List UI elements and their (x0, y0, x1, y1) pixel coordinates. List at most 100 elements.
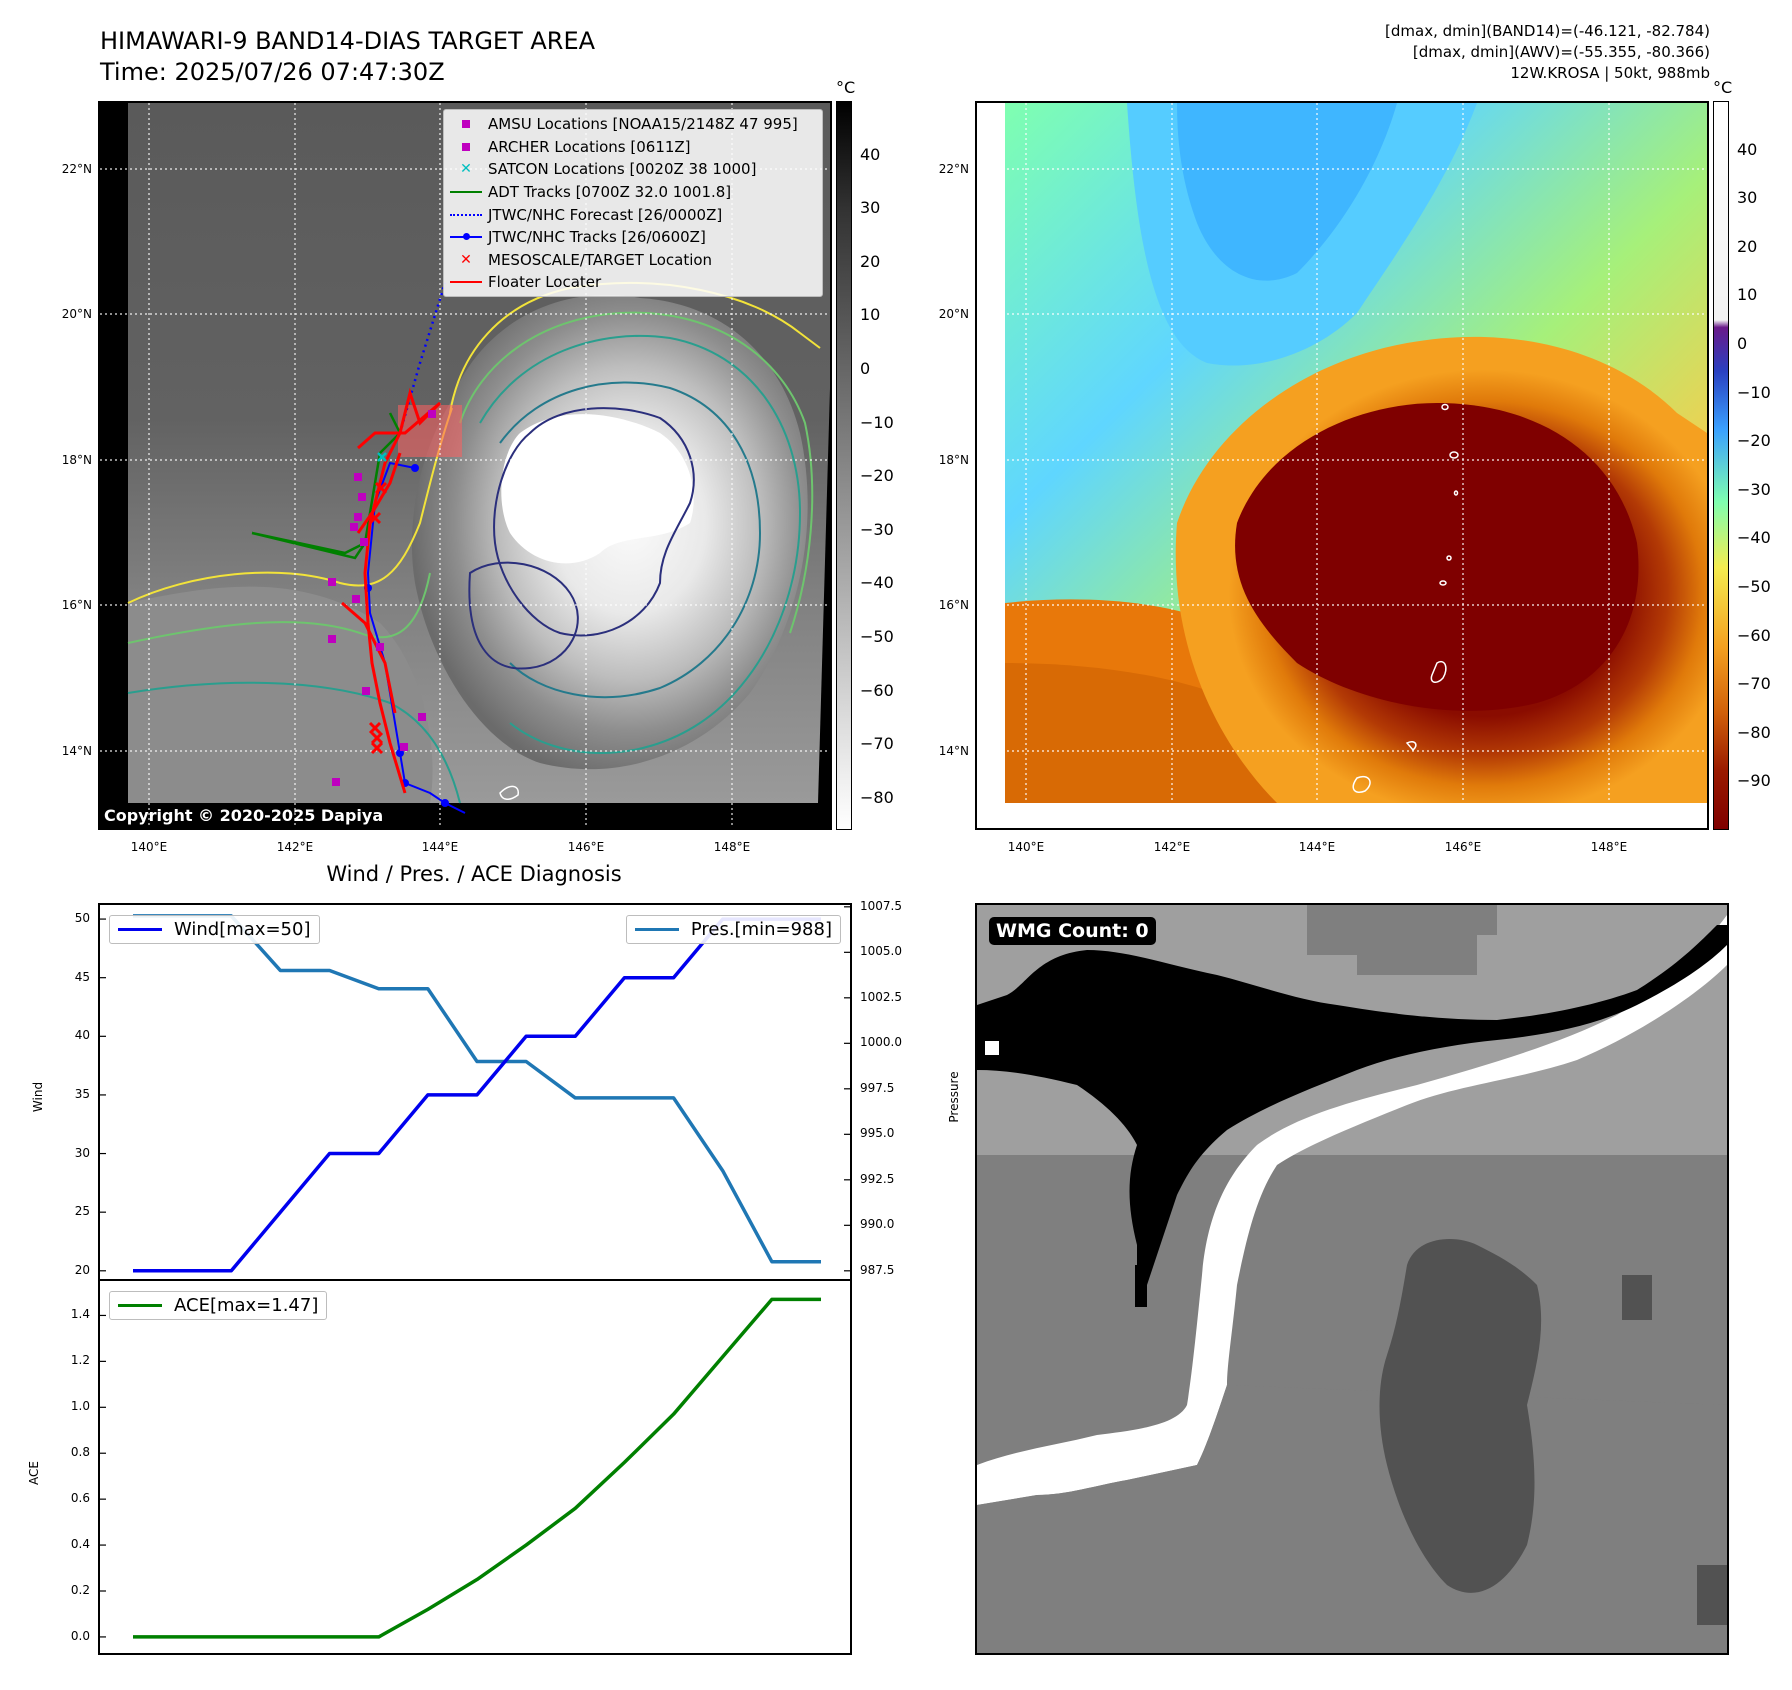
wmg-count-badge: WMG Count: 0 (989, 917, 1156, 945)
colorbar-tick: −40 (860, 573, 894, 593)
legend-label: AMSU Locations [NOAA15/2148Z 47 995] (488, 115, 798, 134)
lon-tick: 144°E (421, 840, 459, 854)
lon-tick: 140°E (1007, 840, 1045, 854)
lon-tick: 148°E (1590, 840, 1628, 854)
legend-label: SATCON Locations [0020Z 38 1000] (488, 160, 757, 179)
wind-tick-label: 20 (74, 1262, 90, 1277)
ace-axis-label: ACE (27, 1461, 41, 1485)
ace-panel: ACE[max=1.47] (98, 1279, 852, 1655)
lon-tick: 144°E (1298, 840, 1336, 854)
legend-item: ✕ MESOSCALE/TARGET Location (444, 249, 822, 272)
legend-item: ✕ SATCON Locations [0020Z 38 1000] (444, 158, 822, 181)
colorbar-tick: 0 (860, 359, 871, 378)
colorbar-tick: −90 (1737, 771, 1771, 791)
colorbar-tick: −50 (860, 627, 894, 647)
wind-pressure-plot (100, 906, 850, 1273)
left-colorbar (836, 101, 852, 830)
wind-legend-swatch (118, 928, 162, 931)
lon-tick: 140°E (130, 840, 168, 854)
awv-map-image (977, 103, 1707, 828)
legend-symbol (444, 115, 488, 133)
colorbar-tick: 0 (1737, 334, 1748, 353)
pressure-tick-label: 1005.0 (860, 944, 902, 959)
ace-plot (100, 1297, 821, 1639)
colorbar-tick: −40 (1737, 528, 1771, 548)
pressure-tick-label: 995.0 (860, 1126, 895, 1141)
colorbar-tick: −80 (1737, 722, 1771, 742)
wind-pressure-panel: Wind[max=50] Pres.[min=988] (98, 903, 852, 1281)
pressure-tick-label: 1007.5 (860, 898, 902, 913)
ace-tick-label: 0.0 (70, 1628, 90, 1643)
lat-tick: 18°N (61, 453, 92, 467)
lon-tick: 146°E (1444, 840, 1482, 854)
lon-tick: 148°E (713, 840, 751, 854)
legend-label: ADT Tracks [0700Z 32.0 1001.8] (488, 183, 732, 202)
colorbar-tick: −20 (860, 466, 894, 486)
legend-label: Floater Locater (488, 273, 602, 292)
pressure-axis-label: Pressure (947, 1071, 961, 1123)
ace-legend: ACE[max=1.47] (109, 1291, 328, 1320)
pressure-tick-label: 987.5 (860, 1262, 895, 1277)
lon-tick: 142°E (1153, 840, 1191, 854)
colorbar-tick: −30 (860, 519, 894, 539)
diagnosis-title: Wind / Pres. / ACE Diagnosis (326, 862, 622, 886)
colorbar-tick: 10 (1737, 285, 1758, 305)
ace-tick-label: 0.8 (70, 1445, 90, 1460)
legend-item: ADT Tracks [0700Z 32.0 1001.8] (444, 181, 822, 204)
lon-tick: 146°E (567, 840, 605, 854)
pressure-line (133, 914, 821, 1264)
wind-tick-label: 35 (74, 1086, 90, 1101)
pressure-legend: Pres.[min=988] (625, 915, 841, 944)
right-colorbar (1713, 101, 1729, 830)
ace-legend-label: ACE[max=1.47] (174, 1295, 319, 1316)
legend-item: Floater Locater (444, 271, 822, 294)
figure-title: HIMAWARI-9 BAND14-DIAS TARGET AREA (100, 27, 596, 55)
wind-tick-label: 25 (74, 1204, 90, 1219)
lat-tick: 22°N (938, 162, 969, 176)
awv-range: [dmax, dmin](AWV)=(-55.355, -80.366) (1412, 43, 1710, 61)
legend-symbol (444, 228, 488, 246)
awv-map-panel (975, 101, 1709, 830)
wmg-image (977, 905, 1727, 1653)
ace-tick-label: 1.0 (70, 1399, 90, 1414)
legend-label: JTWC/NHC Tracks [26/0600Z] (488, 228, 706, 247)
lat-tick: 14°N (61, 744, 92, 758)
colorbar-tick: 30 (860, 198, 881, 218)
lat-tick: 20°N (938, 307, 969, 321)
colorbar-tick: −80 (860, 787, 894, 807)
pressure-tick-label: 990.0 (860, 1217, 895, 1232)
colorbar-tick: −10 (860, 412, 894, 432)
wind-legend: Wind[max=50] (109, 915, 320, 944)
map-legend: AMSU Locations [NOAA15/2148Z 47 995] ARCH… (443, 109, 823, 297)
wind-axis-label: Wind (31, 1081, 45, 1113)
wind-tick-label: 50 (74, 911, 90, 926)
wind-line (133, 917, 821, 1273)
colorbar-tick: 30 (1737, 188, 1758, 208)
wind-legend-label: Wind[max=50] (174, 919, 311, 940)
wind-tick-label: 45 (74, 969, 90, 984)
legend-symbol (444, 273, 488, 291)
lat-tick: 20°N (61, 307, 92, 321)
legend-symbol (444, 206, 488, 224)
legend-label: JTWC/NHC Forecast [26/0000Z] (488, 205, 723, 224)
wmg-panel: WMG Count: 0 (975, 903, 1729, 1655)
colorbar-tick: 20 (1737, 236, 1758, 256)
pressure-legend-swatch (634, 928, 679, 931)
colorbar-tick: 20 (860, 251, 881, 271)
legend-item: JTWC/NHC Forecast [26/0000Z] (444, 203, 822, 226)
left-colorbar-unit: °C (836, 78, 856, 97)
right-colorbar-unit: °C (1713, 78, 1733, 97)
ace-tick-label: 0.4 (70, 1537, 90, 1552)
pressure-tick-label: 992.5 (860, 1171, 895, 1186)
legend-symbol: ✕ (460, 161, 472, 178)
pressure-tick-label: 1002.5 (860, 989, 902, 1004)
ace-line (133, 1297, 821, 1639)
storm-info: 12W.KROSA | 50kt, 988mb (1510, 64, 1710, 82)
legend-label: MESOSCALE/TARGET Location (488, 250, 713, 269)
lat-tick: 16°N (61, 598, 92, 612)
colorbar-tick: 10 (860, 305, 881, 325)
colorbar-tick: 40 (860, 144, 881, 164)
colorbar-tick: −20 (1737, 431, 1771, 451)
pressure-tick-label: 1000.0 (860, 1035, 902, 1050)
legend-symbol: ✕ (460, 251, 472, 268)
